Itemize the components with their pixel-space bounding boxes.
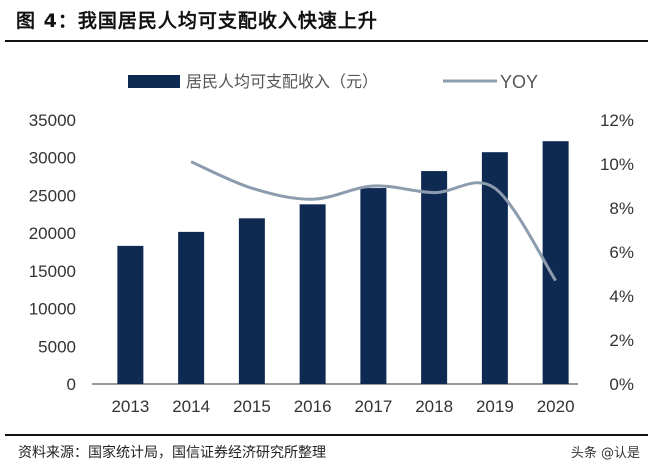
- y-left-tick-label: 25000: [29, 186, 76, 205]
- legend-bar-swatch: [128, 75, 180, 88]
- x-tick-label: 2019: [476, 397, 514, 416]
- x-tick-label: 2018: [415, 397, 453, 416]
- y-right-tick-label: 10%: [600, 155, 634, 174]
- y-left-tick-label: 5000: [38, 337, 76, 356]
- bar-2019: [481, 152, 508, 384]
- x-tick-label: 2020: [537, 397, 575, 416]
- y-left-tick-label: 15000: [29, 262, 76, 281]
- y-left-tick-label: 0: [67, 375, 76, 394]
- x-tick-label: 2016: [294, 397, 332, 416]
- figure-title: 图 4：我国居民人均可支配收入快速上升: [16, 10, 378, 32]
- bar-2015: [238, 218, 265, 384]
- bar-2016: [299, 204, 326, 384]
- legend: 居民人均可支配收入（元） YOY: [128, 72, 538, 92]
- title-rule: [5, 40, 648, 42]
- y-right-tick-label: 6%: [609, 243, 634, 262]
- footer-rule: [5, 434, 648, 436]
- x-tick-label: 2015: [233, 397, 271, 416]
- bar-2020: [542, 141, 569, 384]
- legend-bar-label: 居民人均可支配收入（元）: [186, 73, 378, 91]
- bar-2018: [421, 171, 448, 384]
- y-right-tick-label: 12%: [600, 111, 634, 130]
- watermark: 头条 @认是: [570, 446, 640, 461]
- bar-2013: [117, 245, 144, 384]
- y-right-tick-label: 2%: [609, 331, 634, 350]
- y-right-tick-label: 4%: [609, 287, 634, 306]
- legend-line-label: YOY: [500, 72, 538, 92]
- y-left-tick-label: 10000: [29, 300, 76, 319]
- x-tick-label: 2014: [172, 397, 210, 416]
- y-left-tick-label: 20000: [29, 224, 76, 243]
- y-left-tick-label: 30000: [29, 149, 76, 168]
- y-right-tick-label: 0%: [609, 375, 634, 394]
- y-left-tick-label: 35000: [29, 111, 76, 130]
- bar-2014: [178, 231, 205, 384]
- y-right-tick-label: 8%: [609, 199, 634, 218]
- x-tick-label: 2013: [111, 397, 149, 416]
- source-note: 资料来源：国家统计局，国信证券经济研究所整理: [18, 445, 326, 461]
- x-tick-label: 2017: [354, 397, 392, 416]
- bar-2017: [360, 188, 387, 384]
